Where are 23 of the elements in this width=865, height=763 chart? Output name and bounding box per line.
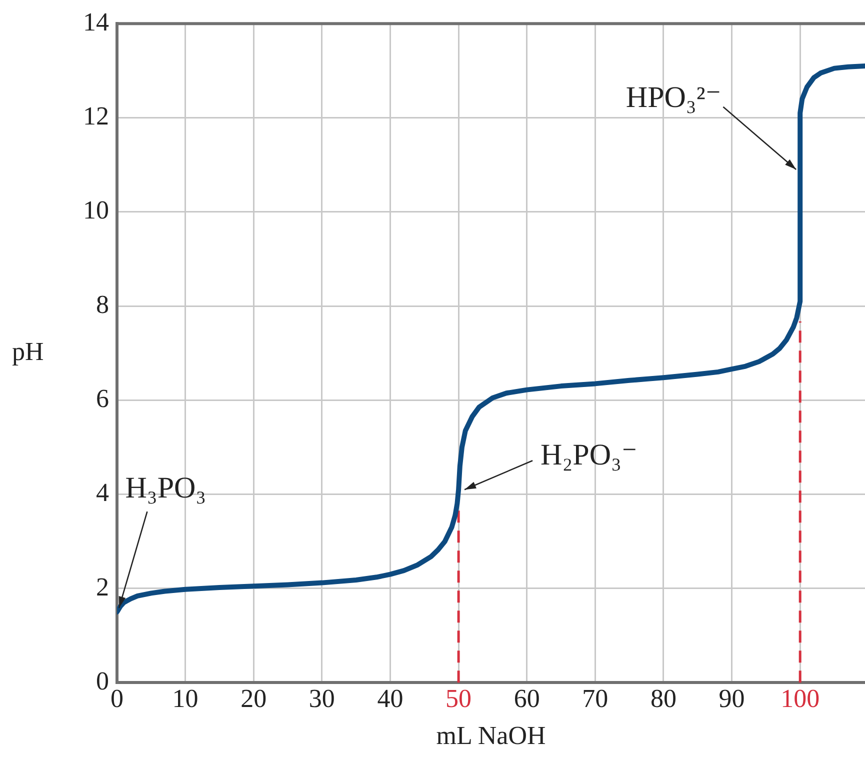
annotation: HPO₃²⁻ xyxy=(626,80,722,114)
y-tick-label: 12 xyxy=(83,102,109,131)
y-tick-label: 2 xyxy=(96,572,109,602)
x-tick-label: 60 xyxy=(514,684,540,714)
y-tick-label: 10 xyxy=(83,196,109,225)
x-tick-label: 70 xyxy=(582,684,608,714)
x-tick-label: 50 xyxy=(446,684,472,714)
y-tick-label: 6 xyxy=(96,384,109,413)
y-axis-title: pH xyxy=(12,336,44,366)
x-tick-label: 100 xyxy=(780,684,820,714)
y-tick-label: 0 xyxy=(96,666,109,696)
x-tick-label: 30 xyxy=(308,684,335,714)
x-tick-label: 40 xyxy=(377,684,404,714)
y-tick-label: 14 xyxy=(83,7,109,36)
y-tick-label: 8 xyxy=(96,290,109,319)
x-tick-label: 20 xyxy=(240,684,267,714)
annotation: H₂PO₃⁻ xyxy=(540,438,638,472)
y-tick-label: 4 xyxy=(96,478,109,508)
x-axis-title: mL NaOH xyxy=(436,721,546,750)
annotation: H₃PO₃ xyxy=(125,471,206,504)
x-tick-label: 10 xyxy=(172,684,198,714)
x-tick-label: 90 xyxy=(718,684,745,714)
x-tick-label: 80 xyxy=(650,684,676,714)
